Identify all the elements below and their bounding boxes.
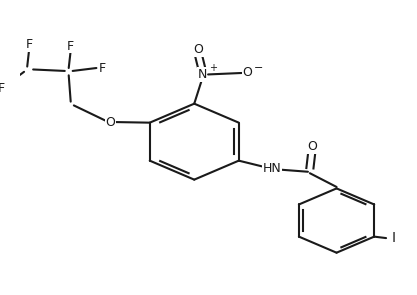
- Text: O: O: [193, 43, 203, 56]
- Text: F: F: [67, 40, 74, 53]
- Text: F: F: [0, 82, 5, 95]
- Text: O: O: [243, 66, 253, 79]
- Text: F: F: [25, 38, 33, 51]
- Text: O: O: [105, 116, 115, 129]
- Text: +: +: [209, 63, 217, 73]
- Text: HN: HN: [263, 162, 282, 175]
- Text: N: N: [198, 68, 207, 81]
- Text: −: −: [254, 63, 264, 73]
- Text: O: O: [307, 140, 317, 153]
- Text: F: F: [99, 62, 106, 75]
- Text: I: I: [391, 231, 395, 245]
